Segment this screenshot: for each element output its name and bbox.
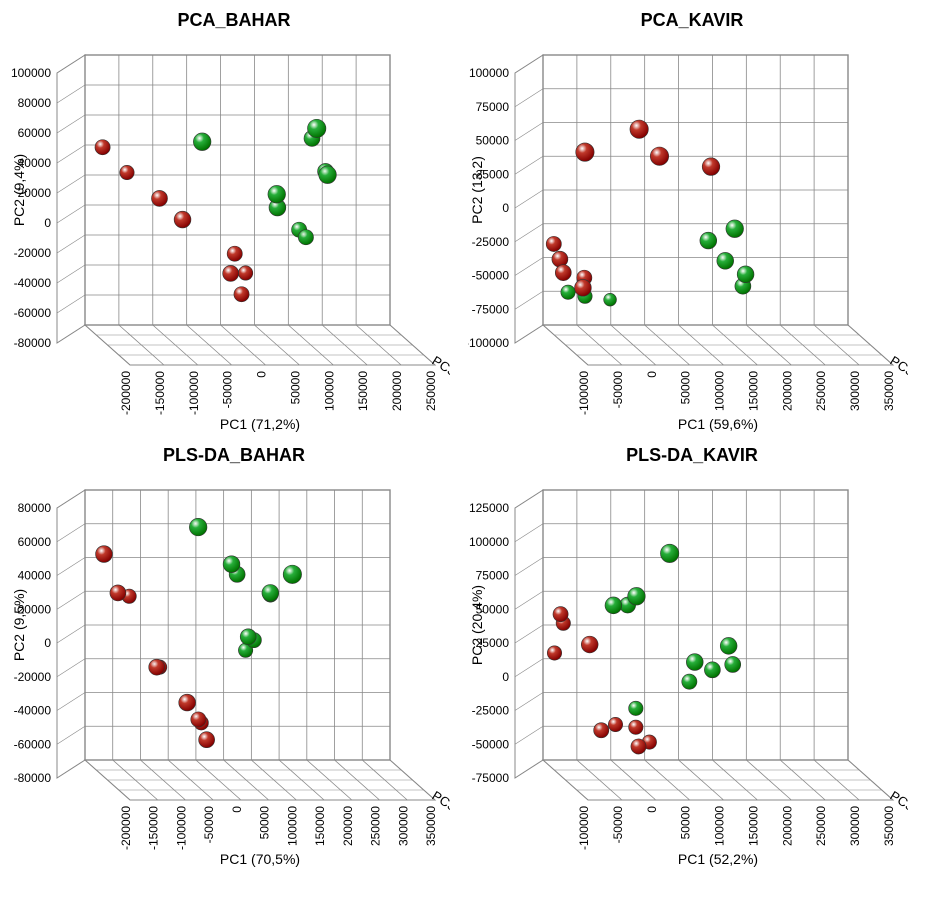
panel-title: PCA_KAVIR [468, 10, 916, 31]
svg-text:250000: 250000 [814, 371, 828, 411]
svg-text:300000: 300000 [396, 806, 410, 846]
panel-title: PLS-DA_KAVIR [468, 445, 916, 466]
svg-text:150000: 150000 [356, 371, 370, 411]
svg-text:100000: 100000 [285, 806, 299, 846]
plot-3d: -75000-50000-250000250005000075000100000… [468, 470, 916, 870]
svg-text:0: 0 [502, 201, 509, 215]
svg-text:-40000: -40000 [14, 704, 52, 718]
svg-text:PC1 (52,2%): PC1 (52,2%) [678, 851, 758, 867]
plot-3d: -100000-75000-50000-25000025000500007500… [468, 35, 916, 435]
svg-text:50000: 50000 [288, 371, 302, 405]
svg-text:125000: 125000 [469, 501, 509, 515]
panel-title: PCA_BAHAR [10, 10, 458, 31]
svg-text:-20000: -20000 [14, 670, 52, 684]
svg-text:-50000: -50000 [202, 806, 216, 844]
svg-text:0: 0 [645, 806, 659, 813]
svg-text:PC1 (71,2%): PC1 (71,2%) [220, 416, 300, 432]
panel-title: PLS-DA_BAHAR [10, 445, 458, 466]
svg-text:100000: 100000 [469, 535, 509, 549]
svg-text:350000: 350000 [424, 806, 438, 846]
svg-text:0: 0 [502, 670, 509, 684]
svg-text:-100000: -100000 [468, 336, 509, 350]
svg-text:200000: 200000 [341, 806, 355, 846]
svg-text:50000: 50000 [476, 134, 510, 148]
svg-text:0: 0 [255, 371, 269, 378]
svg-text:PC2 (13,2): PC2 (13,2) [469, 156, 485, 224]
svg-text:-50000: -50000 [472, 269, 510, 283]
svg-text:PC2 (20,4%): PC2 (20,4%) [469, 585, 485, 665]
svg-text:150000: 150000 [746, 806, 760, 846]
chart-grid: PCA_BAHAR -80000-60000-40000-20000020000… [10, 10, 916, 870]
svg-text:-40000: -40000 [14, 276, 52, 290]
svg-text:-100000: -100000 [174, 806, 188, 850]
svg-text:350000: 350000 [882, 806, 896, 846]
svg-text:100000: 100000 [713, 371, 727, 411]
panel-plsda-kavir: PLS-DA_KAVIR -75000-50000-25000025000500… [468, 445, 916, 870]
svg-text:75000: 75000 [476, 100, 510, 114]
svg-text:100000: 100000 [713, 806, 727, 846]
svg-text:-50000: -50000 [611, 371, 625, 409]
panel-plsda-bahar: PLS-DA_BAHAR -80000-60000-40000-20000020… [10, 445, 458, 870]
svg-text:80000: 80000 [18, 501, 52, 515]
svg-text:-25000: -25000 [472, 235, 510, 249]
svg-text:200000: 200000 [780, 806, 794, 846]
svg-text:50000: 50000 [258, 806, 272, 840]
svg-text:-200000: -200000 [119, 806, 133, 850]
svg-text:80000: 80000 [18, 96, 52, 110]
svg-text:-100000: -100000 [577, 371, 591, 415]
svg-text:300000: 300000 [848, 806, 862, 846]
panel-pca-bahar: PCA_BAHAR -80000-60000-40000-20000020000… [10, 10, 458, 435]
svg-text:-80000: -80000 [14, 336, 52, 350]
svg-text:-100000: -100000 [577, 806, 591, 850]
svg-text:200000: 200000 [390, 371, 404, 411]
svg-text:200000: 200000 [780, 371, 794, 411]
svg-text:-75000: -75000 [472, 771, 510, 785]
svg-text:100000: 100000 [322, 371, 336, 411]
svg-text:0: 0 [44, 636, 51, 650]
svg-text:PC2 (9,4%): PC2 (9,4%) [11, 154, 27, 226]
svg-text:300000: 300000 [848, 371, 862, 411]
svg-text:250000: 250000 [424, 371, 438, 411]
svg-text:PC1 (70,5%): PC1 (70,5%) [220, 851, 300, 867]
svg-text:100000: 100000 [469, 66, 509, 80]
svg-text:150000: 150000 [313, 806, 327, 846]
svg-text:75000: 75000 [476, 569, 510, 583]
svg-text:350000: 350000 [882, 371, 896, 411]
svg-text:250000: 250000 [369, 806, 383, 846]
svg-text:-75000: -75000 [472, 302, 510, 316]
svg-text:-200000: -200000 [119, 371, 133, 415]
svg-text:-50000: -50000 [472, 737, 510, 751]
svg-text:60000: 60000 [18, 126, 52, 140]
panel-pca-kavir: PCA_KAVIR -100000 -75000 -50000 -25000 0 2500… [468, 10, 916, 435]
svg-text:-150000: -150000 [153, 371, 167, 415]
svg-text:250000: 250000 [814, 806, 828, 846]
svg-text:40000: 40000 [18, 569, 52, 583]
svg-text:150000: 150000 [746, 371, 760, 411]
svg-text:-150000: -150000 [147, 806, 161, 850]
svg-text:-60000: -60000 [14, 306, 52, 320]
svg-text:-100000: -100000 [187, 371, 201, 415]
svg-text:0: 0 [645, 371, 659, 378]
svg-text:-50000: -50000 [611, 806, 625, 844]
svg-text:50000: 50000 [679, 806, 693, 840]
svg-text:-80000: -80000 [14, 771, 52, 785]
svg-text:-25000: -25000 [472, 704, 510, 718]
plot-3d: -80000-60000-40000-200000200004000060000… [10, 470, 458, 870]
svg-text:100000: 100000 [11, 66, 51, 80]
svg-text:0: 0 [44, 216, 51, 230]
svg-text:PC2 (9,5%): PC2 (9,5%) [11, 589, 27, 661]
svg-text:-20000: -20000 [14, 246, 52, 260]
svg-text:-60000: -60000 [14, 737, 52, 751]
svg-text:60000: 60000 [18, 535, 52, 549]
svg-text:PC1 (59,6%): PC1 (59,6%) [678, 416, 758, 432]
plot-3d: -80000-60000-40000-200000200004000060000… [10, 35, 458, 435]
svg-text:-50000: -50000 [221, 371, 235, 409]
svg-text:50000: 50000 [679, 371, 693, 405]
svg-text:0: 0 [230, 806, 244, 813]
